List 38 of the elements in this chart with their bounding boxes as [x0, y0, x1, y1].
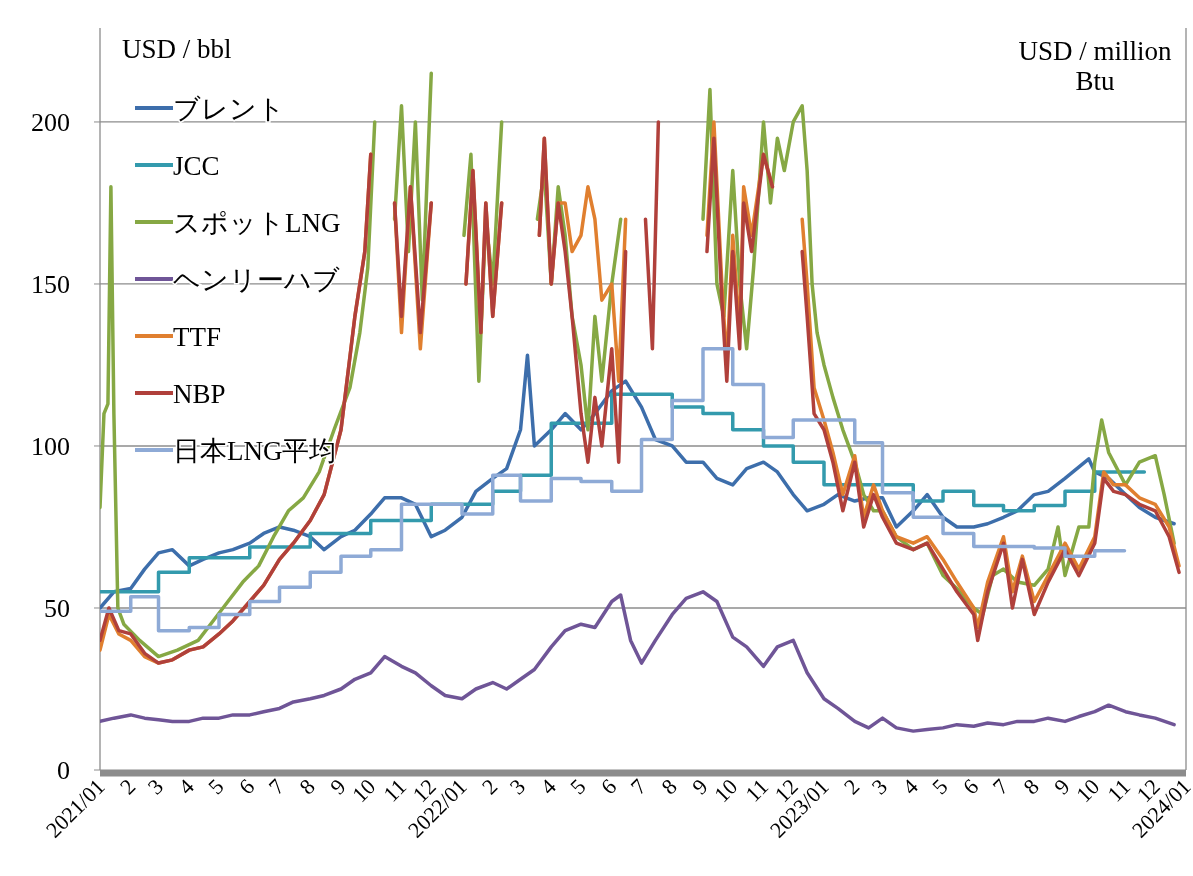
- x-tick-label: 7: [263, 773, 290, 800]
- x-tick-label: 7: [987, 773, 1014, 800]
- x-tick-label: 11: [740, 773, 774, 807]
- y-tick-label: 50: [44, 593, 70, 623]
- legend-label: NBP: [173, 379, 226, 409]
- annotation: USD / million Btu: [1018, 36, 1173, 96]
- legend-label: TTF: [173, 322, 222, 352]
- legend-label: ヘンリーハブ: [173, 265, 340, 295]
- x-tick-label: 2: [476, 773, 503, 800]
- x-tick-label: 2: [114, 773, 141, 800]
- legend-label: JCC: [173, 151, 220, 181]
- x-tick-label: 6: [595, 773, 622, 800]
- x-tick-label: 4: [535, 773, 561, 800]
- x-tick-label: 2: [838, 773, 865, 800]
- y-axis-title: USD / bbl: [122, 34, 232, 64]
- x-tick-label: 7: [625, 773, 652, 800]
- x-tick-label: 6: [957, 773, 984, 800]
- x-tick-label: 6: [233, 773, 260, 800]
- y-tick-label: 150: [31, 269, 70, 299]
- y-tick-label: 0: [57, 756, 70, 785]
- line-series: [100, 590, 1176, 733]
- x-tick-label: 4: [897, 773, 923, 800]
- x-tick-label: 5: [203, 773, 229, 800]
- x-tick-label: 3: [504, 773, 531, 800]
- x-tick-label: 11: [378, 773, 412, 807]
- legend-label: スポットLNG: [173, 208, 341, 238]
- x-tick-label: 11: [1102, 773, 1136, 807]
- x-tick-label: 3: [142, 773, 169, 800]
- y-tick-label: 100: [31, 431, 70, 461]
- x-tick-label: 4: [173, 773, 199, 800]
- x-tick-label: 8: [656, 773, 682, 800]
- x-tick-label: 5: [565, 773, 591, 800]
- x-tick-label: 8: [294, 773, 320, 800]
- x-tick-label: 8: [1018, 773, 1044, 800]
- y-tick-label: 200: [31, 107, 70, 137]
- legend-label: ブレント: [173, 94, 285, 124]
- x-tick-label: 5: [927, 773, 953, 800]
- x-tick-label: 3: [866, 773, 893, 800]
